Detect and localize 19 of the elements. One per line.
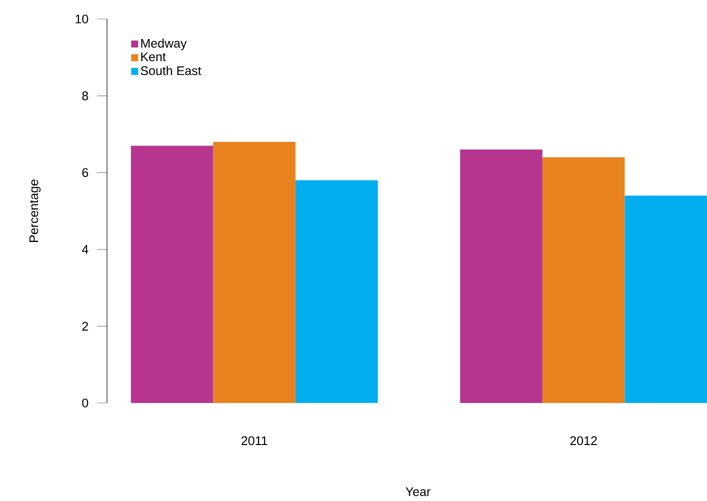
y-tick-label: 10 xyxy=(76,14,88,24)
bar xyxy=(213,142,296,403)
bar xyxy=(624,196,707,403)
bar xyxy=(296,180,378,403)
y-tick-label: 8 xyxy=(82,91,88,100)
bar xyxy=(460,150,542,403)
legend-label: Medway xyxy=(141,38,187,50)
y-tick-label: 2 xyxy=(82,322,88,331)
x-tick-label: 2011 xyxy=(242,436,268,446)
y-tick-label: 4 xyxy=(82,245,88,254)
y-axis-title: Percentage xyxy=(29,180,41,242)
legend-label: South East xyxy=(140,66,202,76)
bar xyxy=(130,146,214,403)
y-tick-label: 6 xyxy=(82,168,88,178)
legend-label: Kent xyxy=(141,52,166,62)
x-axis-title: Year xyxy=(406,487,430,496)
y-tick-label: 0 xyxy=(82,398,88,408)
bar xyxy=(542,157,625,403)
x-tick-label: 2012 xyxy=(570,436,597,446)
